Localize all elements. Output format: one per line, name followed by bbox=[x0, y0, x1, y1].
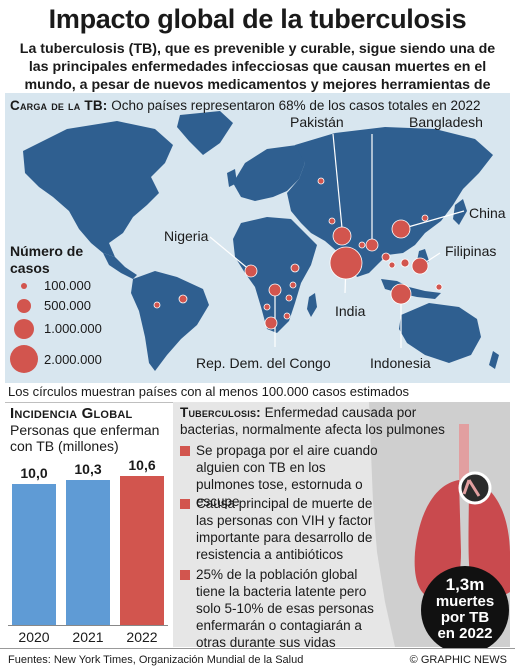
deaths-value: 1,3m bbox=[445, 575, 485, 594]
incidence-title: Incidencia Global bbox=[10, 405, 133, 422]
circle-angola bbox=[263, 303, 271, 311]
label-indonesia: Indonesia bbox=[370, 355, 431, 371]
legend-circles bbox=[10, 283, 38, 373]
australia-shape bbox=[399, 303, 481, 363]
deaths-line-3: por TB bbox=[440, 609, 490, 626]
legend-circle-1m bbox=[14, 319, 34, 339]
circle-bangladesh bbox=[365, 238, 379, 252]
bar-value-2022: 10,6 bbox=[128, 457, 156, 473]
page-title: Impacto global de la tuberculosis bbox=[48, 4, 467, 34]
legend-circle-100k bbox=[21, 283, 27, 289]
map-panel bbox=[5, 93, 510, 383]
label-india: India bbox=[335, 303, 366, 319]
circle-afghanistan bbox=[328, 217, 336, 225]
legend-label-1m: 1.000.000 bbox=[44, 321, 102, 336]
europe-shape bbox=[233, 145, 305, 201]
circle-rdc bbox=[268, 283, 282, 297]
tb-definition-label: Tuberculosis: bbox=[180, 405, 261, 420]
footer-sources: Fuentes: New York Times, Organización Mu… bbox=[8, 654, 304, 666]
bullet-marker-2 bbox=[180, 499, 190, 509]
circle-indonesia bbox=[390, 283, 412, 305]
circle-brazil bbox=[178, 294, 188, 304]
circle-india bbox=[329, 246, 363, 280]
central-america-shape bbox=[103, 253, 137, 279]
bar-value-2021: 10,3 bbox=[74, 461, 102, 477]
chart-baseline bbox=[8, 625, 168, 626]
circle-vietnam bbox=[400, 258, 410, 268]
map-header-label: Carga de la TB: bbox=[10, 98, 108, 113]
north-america-shape bbox=[23, 121, 173, 257]
circle-peru bbox=[153, 301, 161, 309]
new-zealand-shape bbox=[489, 351, 499, 369]
bar-year-2020: 2020 bbox=[18, 629, 50, 645]
label-pakistan: Pakistán bbox=[290, 114, 344, 130]
circle-tanzania bbox=[285, 294, 293, 302]
circle-pakistan bbox=[332, 226, 352, 246]
africa-shape bbox=[233, 217, 317, 333]
circle-china bbox=[391, 219, 411, 239]
leader-china bbox=[400, 210, 465, 230]
circle-russia bbox=[317, 177, 325, 185]
greenland-shape bbox=[177, 111, 233, 155]
map-note: Los círculos muestran países con al meno… bbox=[8, 384, 410, 399]
leader-pakistan bbox=[332, 133, 343, 229]
uk-shape bbox=[227, 169, 237, 187]
circle-southafrica bbox=[264, 316, 278, 330]
bullet-text-3: 25% de la población global tiene la bact… bbox=[196, 567, 374, 650]
circle-nepal bbox=[358, 241, 366, 249]
incidence-subtitle: Personas que enferman con TB (millones) bbox=[10, 422, 160, 454]
tb-definition-text: Enfermedad causada por bacterias, normal… bbox=[180, 405, 445, 437]
bullet-marker-1 bbox=[180, 446, 190, 456]
footer bbox=[0, 648, 515, 672]
label-nigeria: Nigeria bbox=[164, 228, 209, 244]
circle-kenya bbox=[289, 281, 297, 289]
case-circles bbox=[153, 177, 443, 330]
footer-credit: © GRAPHIC NEWS bbox=[409, 654, 507, 666]
map-header: Carga de la TB: Ocho países representaro… bbox=[10, 98, 481, 113]
bar-2020 bbox=[12, 484, 56, 625]
indonesia-shape bbox=[381, 279, 441, 299]
south-america-shape bbox=[131, 271, 209, 371]
bullet-text-2: Causa principal de muerte de las persona… bbox=[196, 496, 373, 562]
circle-myanmar bbox=[381, 252, 391, 262]
bar-value-2020: 10,0 bbox=[20, 465, 48, 481]
circle-mozambique bbox=[283, 312, 291, 320]
trachea-shape bbox=[459, 424, 469, 482]
bar-year-2021: 2021 bbox=[72, 629, 104, 645]
map-header-text: Ocho países representaron 68% de los cas… bbox=[111, 98, 481, 113]
tb-definition: Tuberculosis: Enfermedad causada por bac… bbox=[180, 404, 450, 438]
deaths-line-2: muertes bbox=[435, 593, 495, 610]
legend-circle-500k bbox=[17, 299, 31, 313]
madagascar-shape bbox=[307, 293, 317, 317]
world-map bbox=[10, 111, 499, 373]
bar-2022 bbox=[120, 476, 164, 625]
bullet-marker-3 bbox=[180, 570, 190, 580]
circle-thailand bbox=[388, 261, 396, 269]
legend-title: Número de casos bbox=[10, 243, 84, 276]
label-china: China bbox=[469, 205, 506, 221]
deaths-badge: 1,3m muertes por TB en 2022 bbox=[421, 566, 509, 654]
circle-nigeria bbox=[244, 264, 258, 278]
legend-label-500k: 500.000 bbox=[44, 298, 91, 313]
circle-ethiopia bbox=[290, 263, 300, 273]
leader-nigeria bbox=[209, 236, 252, 272]
label-bangladesh: Bangladesh bbox=[409, 114, 483, 130]
bar-2021 bbox=[66, 480, 110, 625]
legend-label-100k: 100.000 bbox=[44, 278, 91, 293]
label-rdc: Rep. Dem. del Congo bbox=[196, 355, 331, 371]
bullet-text-1: Se propaga por el aire cuando alguien co… bbox=[196, 443, 378, 509]
circle-filipinas bbox=[411, 257, 429, 275]
circle-korea bbox=[421, 214, 429, 222]
legend-label-2m: 2.000.000 bbox=[44, 352, 102, 367]
label-filipinas: Filipinas bbox=[445, 243, 497, 259]
circle-png bbox=[435, 283, 443, 291]
bronchi-shape bbox=[462, 479, 481, 497]
deaths-line-4: en 2022 bbox=[437, 625, 493, 642]
legend-circle-2m bbox=[10, 345, 38, 373]
bar-year-2022: 2022 bbox=[126, 629, 158, 645]
